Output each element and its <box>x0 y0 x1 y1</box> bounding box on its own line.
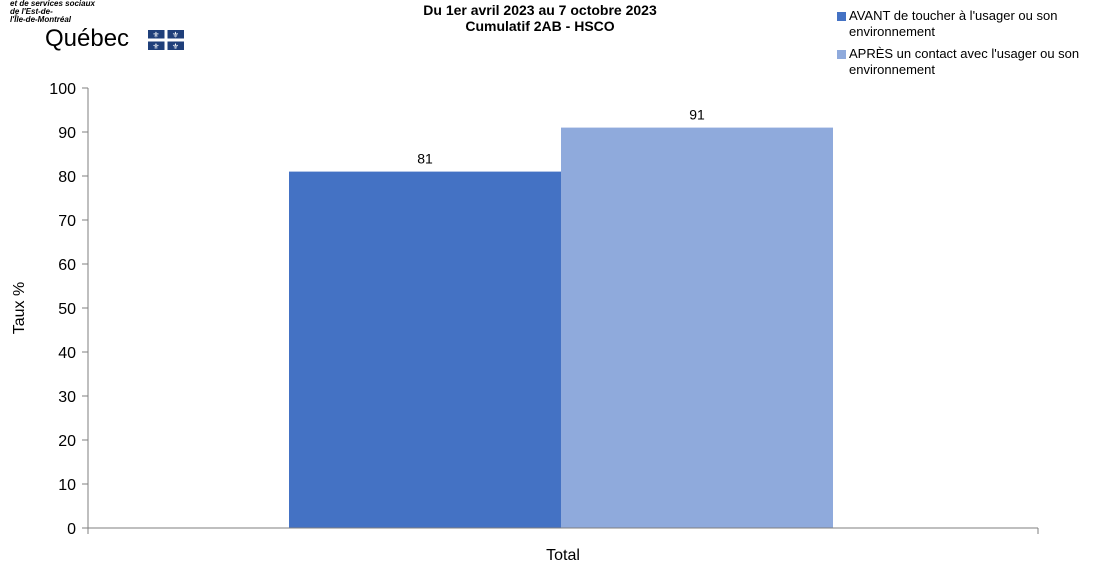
legend-swatch-series-1 <box>837 12 846 21</box>
legend-item-series-1: AVANT de toucher à l'usager ou son envir… <box>837 8 1105 40</box>
y-tick-label: 90 <box>58 125 76 142</box>
bar-series-2 <box>561 127 833 528</box>
legend-label-series-1: AVANT de toucher à l'usager ou son envir… <box>849 8 1058 39</box>
chart-subtitle: Cumulatif 2AB - HSCO <box>465 18 615 34</box>
y-tick-label: 80 <box>58 169 76 186</box>
data-label-series-1: 81 <box>417 151 433 167</box>
y-tick-label: 100 <box>49 81 76 98</box>
y-tick-label: 50 <box>58 301 76 318</box>
logo-text-line-1: et de services sociaux <box>10 0 95 8</box>
legend-swatch-series-2 <box>837 50 846 59</box>
y-tick-label: 40 <box>58 345 76 362</box>
logo-wordmark: Québec <box>45 25 130 52</box>
svg-text:⚜: ⚜ <box>152 31 159 40</box>
quebec-flag-icon: ⚜ ⚜ ⚜ ⚜ <box>148 30 184 50</box>
x-category-label: Total <box>546 547 580 564</box>
svg-text:⚜: ⚜ <box>152 42 159 50</box>
legend-label-series-2: APRÈS un contact avec l'usager ou son en… <box>849 46 1080 77</box>
y-axis-title: Taux % <box>11 282 28 334</box>
y-tick-label: 0 <box>67 521 76 538</box>
data-label-series-2: 91 <box>689 107 705 123</box>
y-tick-label: 30 <box>58 389 76 406</box>
y-tick-label: 70 <box>58 213 76 230</box>
legend-item-series-2: APRÈS un contact avec l'usager ou son en… <box>837 46 1105 78</box>
svg-text:⚜: ⚜ <box>172 42 179 50</box>
chart-title: Du 1er avril 2023 au 7 octobre 2023 <box>423 2 657 18</box>
logo-text-line-2: de l'Est-de- <box>10 7 53 16</box>
chart-legend: AVANT de toucher à l'usager ou son envir… <box>837 8 1105 84</box>
y-tick-label: 20 <box>58 433 76 450</box>
logo-text-line-3: l'Île-de-Montréal <box>10 15 72 24</box>
y-tick-label: 60 <box>58 257 76 274</box>
svg-text:⚜: ⚜ <box>172 31 179 40</box>
y-tick-label: 10 <box>58 477 76 494</box>
organization-logo: et de services sociaux de l'Est-de- l'Îl… <box>0 0 200 60</box>
bar-series-1 <box>289 171 561 528</box>
